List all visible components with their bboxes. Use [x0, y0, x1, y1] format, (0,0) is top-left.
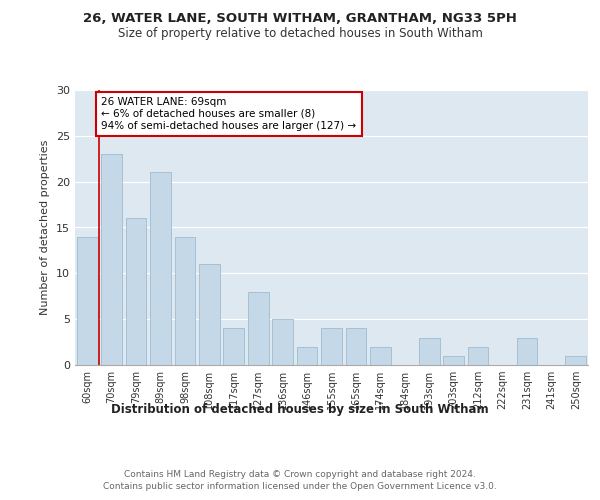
Bar: [443, 356, 464, 365]
Bar: [346, 328, 367, 365]
Text: 26 WATER LANE: 69sqm
← 6% of detached houses are smaller (8)
94% of semi-detache: 26 WATER LANE: 69sqm ← 6% of detached ho…: [101, 98, 356, 130]
Text: Contains HM Land Registry data © Crown copyright and database right 2024.: Contains HM Land Registry data © Crown c…: [124, 470, 476, 479]
Bar: [223, 328, 244, 365]
Bar: [272, 319, 293, 365]
Bar: [150, 172, 171, 365]
Bar: [467, 346, 488, 365]
Bar: [101, 154, 122, 365]
Text: 26, WATER LANE, SOUTH WITHAM, GRANTHAM, NG33 5PH: 26, WATER LANE, SOUTH WITHAM, GRANTHAM, …: [83, 12, 517, 26]
Text: Contains public sector information licensed under the Open Government Licence v3: Contains public sector information licen…: [103, 482, 497, 491]
Bar: [321, 328, 342, 365]
Bar: [370, 346, 391, 365]
Bar: [77, 236, 98, 365]
Bar: [125, 218, 146, 365]
Bar: [248, 292, 269, 365]
Bar: [419, 338, 440, 365]
Bar: [296, 346, 317, 365]
Bar: [175, 236, 196, 365]
Y-axis label: Number of detached properties: Number of detached properties: [40, 140, 50, 315]
Bar: [517, 338, 538, 365]
Text: Size of property relative to detached houses in South Witham: Size of property relative to detached ho…: [118, 28, 482, 40]
Text: Distribution of detached houses by size in South Witham: Distribution of detached houses by size …: [111, 402, 489, 415]
Bar: [565, 356, 586, 365]
Bar: [199, 264, 220, 365]
